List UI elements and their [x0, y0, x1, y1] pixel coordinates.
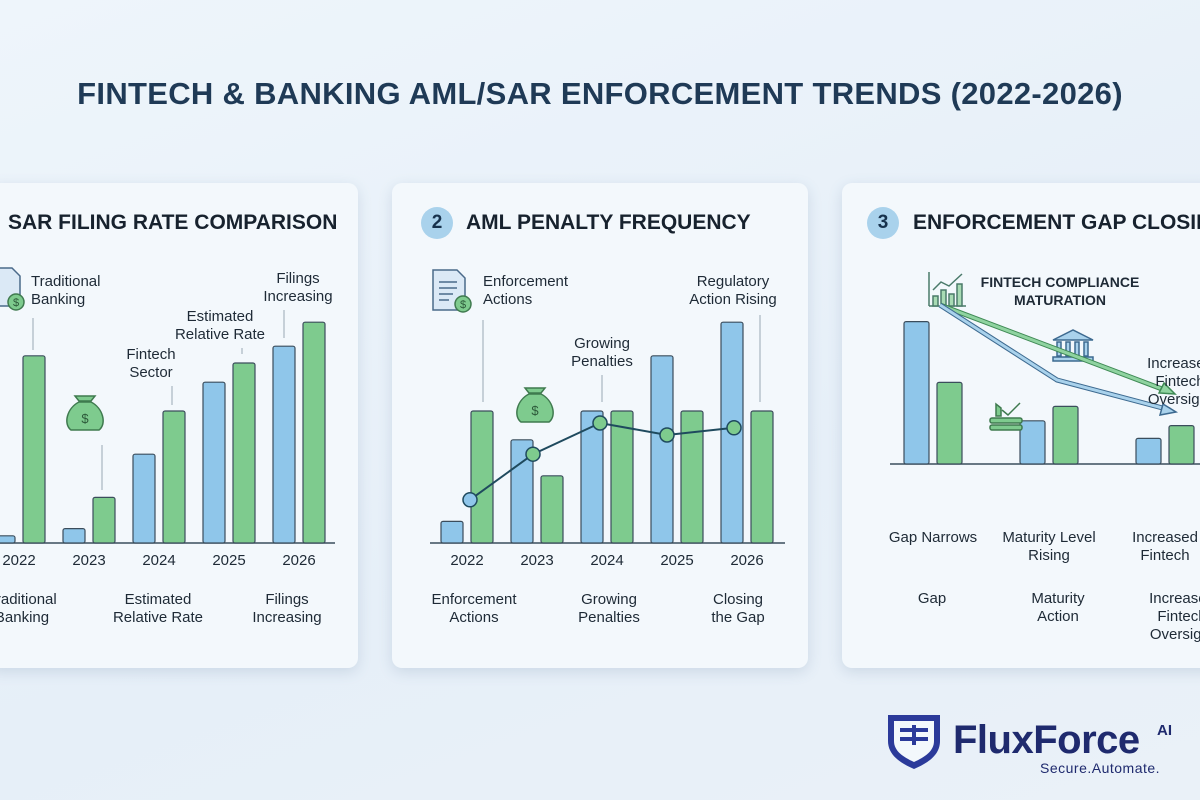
trend-point-0	[462, 492, 478, 508]
logo-suffix: AI	[1157, 722, 1172, 739]
bar-blue-2	[132, 453, 156, 544]
chart-aml-penalty	[430, 321, 785, 544]
scale-check-icon	[989, 402, 1023, 431]
panel-title: SAR FILING RATE COMPARISON	[8, 211, 338, 234]
annotation-label: Filings Increasing	[263, 270, 333, 305]
annotation-label: Regulatory Action Rising	[689, 273, 777, 308]
x-tick-label: 2022	[2, 552, 36, 569]
x-tick-label: 2023	[520, 552, 554, 569]
bar-green-2	[610, 410, 634, 544]
bar-green-1	[540, 475, 564, 544]
page-title: FINTECH & BANKING AML/SAR ENFORCEMENT TR…	[77, 76, 1123, 111]
x-tick-label: 2024	[142, 552, 176, 569]
bar-blue-3	[202, 381, 226, 544]
fluxforce-logo-shield	[888, 715, 940, 769]
annotation-label: Enforcement Actions	[483, 273, 569, 308]
x-tick-label: 2025	[660, 552, 694, 569]
annotation-label: Estimated Relative Rate	[174, 308, 266, 343]
panel-title: AML PENALTY FREQUENCY	[466, 211, 751, 234]
x-tick-label: 2024	[590, 552, 624, 569]
panel-title: ENFORCEMENT GAP CLOSING	[913, 211, 1200, 234]
chart-enforcement-gap	[890, 321, 1200, 465]
annotation-connectors	[32, 310, 761, 490]
panel-number-badge: 3	[867, 207, 899, 239]
svg-text:$: $	[531, 403, 539, 418]
svg-text:$: $	[81, 411, 89, 426]
bar-blue-0	[440, 520, 464, 544]
panel-subtitle: FINTECH COMPLIANCE MATURATION	[980, 274, 1140, 308]
logo-name: FluxForce	[953, 718, 1140, 762]
bar-blue-0	[0, 535, 16, 544]
x-tick-label: Gap Narrows	[888, 529, 978, 546]
bar-blue-2	[580, 410, 604, 544]
bar-blue-3	[650, 355, 674, 544]
bottom-label: Closing the Gap	[711, 591, 765, 626]
bottom-label: Enforcement Actions	[431, 591, 517, 626]
bar-blue-4	[272, 345, 296, 544]
bottom-label: Increased Fintech Oversight	[1149, 590, 1200, 643]
bottom-label: Growing Penalties	[578, 591, 640, 626]
bar-green-1	[92, 496, 116, 544]
x-tick-label: Maturity Level Rising	[1002, 529, 1096, 564]
x-tick-label: 2026	[282, 552, 316, 569]
bar-green-1	[1052, 405, 1079, 465]
bar-green-2	[162, 410, 186, 544]
trend-point-4	[726, 420, 742, 436]
bottom-label: Gap	[917, 590, 947, 607]
bar-green-2	[1168, 425, 1195, 465]
x-tick-label: 2026	[730, 552, 764, 569]
annotation-label: Increased Fintech Oversight	[1147, 355, 1200, 408]
trend-arrow-green	[939, 302, 1177, 395]
bar-blue-0	[903, 321, 930, 465]
growth-chart-icon	[928, 272, 966, 307]
panel-number-badge: 2	[421, 207, 453, 239]
bar-green-0	[936, 381, 963, 465]
x-tick-label: 2023	[72, 552, 106, 569]
chart-sar-filing	[0, 321, 335, 544]
bottom-label: Filings Increasing	[252, 591, 322, 626]
logo-tagline: Secure.Automate.	[1040, 760, 1161, 776]
document-dollar-icon: $	[432, 269, 472, 313]
bar-blue-1	[62, 527, 86, 544]
money-bag-icon: $	[516, 387, 554, 423]
annotation-label: Growing Penalties	[571, 335, 633, 370]
bar-green-4	[750, 410, 774, 544]
svg-text:$: $	[460, 299, 466, 311]
bar-green-3	[680, 410, 704, 544]
bar-green-0	[470, 410, 494, 544]
money-bag-icon: $	[66, 395, 104, 431]
x-tick-label: Increased Fintech	[1132, 529, 1198, 564]
bottom-label: Maturity Action	[1031, 590, 1085, 625]
bottom-label: Estimated Relative Rate	[112, 591, 204, 626]
x-tick-label: 2025	[212, 552, 246, 569]
svg-text:$: $	[13, 297, 19, 309]
annotation-label: Traditional Banking	[31, 273, 101, 308]
bar-blue-2	[1135, 437, 1162, 465]
document-dollar-icon: $	[0, 267, 25, 311]
bar-green-4	[302, 321, 326, 544]
trend-point-2	[592, 415, 608, 431]
annotation-label: Fintech Sector	[126, 346, 176, 381]
bar-green-0	[22, 355, 46, 544]
trend-point-1	[525, 446, 541, 462]
bar-green-3	[232, 362, 256, 544]
bar-blue-1	[1019, 420, 1046, 465]
trend-point-3	[659, 427, 675, 443]
bottom-label: Traditional Banking	[0, 591, 57, 626]
trend-arrow-blue	[938, 302, 1179, 416]
x-tick-label: 2022	[450, 552, 484, 569]
